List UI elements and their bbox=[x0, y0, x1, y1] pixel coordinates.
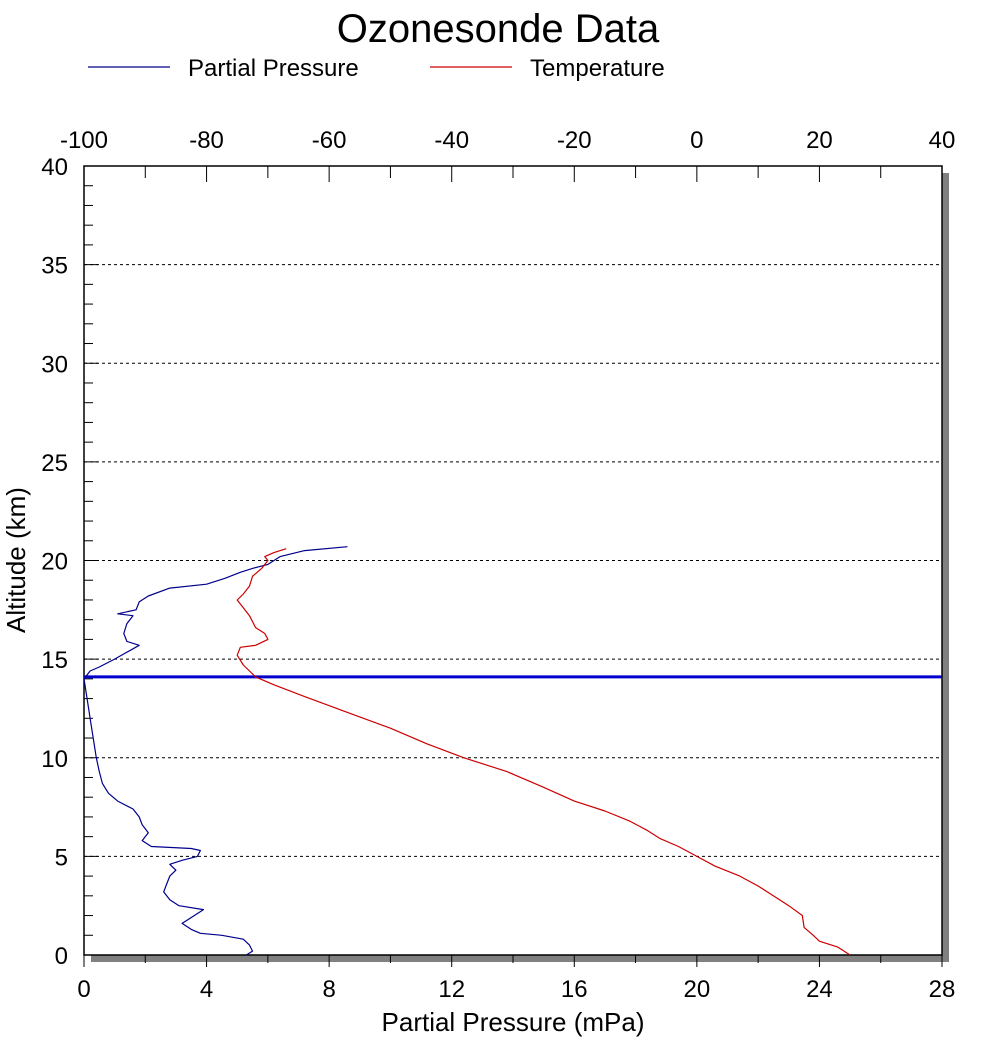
gridlines bbox=[84, 264, 942, 857]
y-tick-label: 0 bbox=[55, 943, 68, 970]
x-tick-label: 28 bbox=[929, 976, 956, 1003]
legend-label-temperature: Temperature bbox=[530, 55, 665, 82]
x2-tick-label: -100 bbox=[60, 127, 108, 154]
x2-tick-label: -20 bbox=[557, 127, 592, 154]
series-line-temperature bbox=[236, 548, 851, 956]
y-tick-label: 10 bbox=[41, 746, 68, 773]
y-tick-label: 30 bbox=[41, 351, 68, 378]
y-tick-label: 25 bbox=[41, 450, 68, 477]
y-tick-label: 5 bbox=[55, 844, 68, 871]
x-tick-label: 8 bbox=[322, 976, 335, 1003]
x-tick-label: 16 bbox=[561, 976, 588, 1003]
legend-label-partial-pressure: Partial Pressure bbox=[188, 55, 359, 82]
x-axis-label: Partial Pressure (mPa) bbox=[382, 1007, 645, 1037]
x2-tick-label: -40 bbox=[434, 127, 469, 154]
x2-tick-label: 40 bbox=[929, 127, 956, 154]
x-tick-label: 12 bbox=[438, 976, 465, 1003]
legend: Partial Pressure Temperature bbox=[88, 55, 665, 82]
y-tick-label: 40 bbox=[41, 154, 68, 181]
chart-title: Ozonesonde Data bbox=[337, 7, 660, 51]
x2-tick-label: -60 bbox=[312, 127, 347, 154]
x-tick-label: 24 bbox=[806, 976, 833, 1003]
series-line-partial-pressure bbox=[83, 546, 348, 956]
axis-ticks bbox=[83, 165, 943, 967]
data-series bbox=[83, 546, 942, 956]
x-tick-label: 0 bbox=[77, 976, 90, 1003]
y-tick-label: 15 bbox=[41, 647, 68, 674]
x-tick-label: 20 bbox=[684, 976, 711, 1003]
x2-tick-label: 20 bbox=[806, 127, 833, 154]
y-axis-label: Altitude (km) bbox=[1, 487, 31, 633]
x2-tick-label: -80 bbox=[189, 127, 224, 154]
y-tick-label: 35 bbox=[41, 253, 68, 280]
y-tick-label: 20 bbox=[41, 549, 68, 576]
x-tick-label: 4 bbox=[200, 976, 213, 1003]
x2-tick-label: 0 bbox=[690, 127, 703, 154]
